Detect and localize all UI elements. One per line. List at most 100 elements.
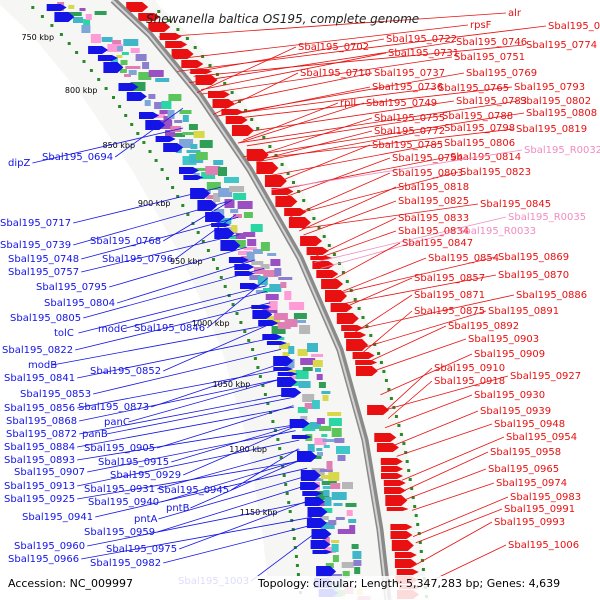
feature-block bbox=[320, 522, 335, 529]
tick-dot bbox=[382, 370, 386, 373]
gene-label-Sbal195_0886: Sbal195_0886 bbox=[516, 290, 587, 301]
forward-gene bbox=[394, 552, 417, 558]
kbp-tick-label: 850 kbp bbox=[102, 141, 135, 150]
forward-gene bbox=[374, 433, 397, 442]
tick-dot bbox=[185, 37, 189, 40]
feature-block bbox=[342, 571, 350, 578]
reverse-gene bbox=[126, 92, 147, 101]
tick-dot bbox=[262, 136, 266, 139]
gene-label-Sbal195_0974: Sbal195_0974 bbox=[496, 478, 567, 489]
feature-block bbox=[67, 12, 82, 16]
gene-label-Sbal195_0875: Sbal195_0875 bbox=[414, 306, 485, 317]
tick-dot bbox=[97, 78, 101, 81]
right-leader-line bbox=[196, 46, 297, 94]
tick-dot bbox=[394, 415, 398, 418]
reverse-gene bbox=[139, 112, 159, 119]
left-leader-line bbox=[87, 501, 308, 547]
tick-dot bbox=[118, 105, 122, 108]
tick-dot bbox=[399, 433, 403, 436]
forward-gene bbox=[386, 507, 409, 511]
gene-label-Sbal195_0991: Sbal195_0991 bbox=[504, 504, 575, 515]
gene-label-Sbal195_0845: Sbal195_0845 bbox=[480, 199, 551, 210]
tick-dot bbox=[410, 487, 414, 490]
feature-block bbox=[345, 503, 357, 507]
left-leader-line bbox=[183, 424, 299, 476]
feature-block bbox=[342, 482, 353, 489]
left-leader-line bbox=[77, 460, 302, 500]
right-leader-line bbox=[314, 216, 507, 263]
tick-dot bbox=[282, 474, 286, 477]
right-leader-line bbox=[415, 508, 503, 544]
feature-block bbox=[135, 54, 147, 61]
feature-block bbox=[315, 491, 330, 500]
feature-block bbox=[81, 25, 91, 33]
feature-block bbox=[276, 337, 285, 340]
feature-block bbox=[271, 326, 286, 334]
feature-block bbox=[206, 182, 221, 190]
left-leader-line bbox=[52, 323, 278, 366]
feature-block bbox=[289, 376, 301, 379]
right-leader-line bbox=[290, 172, 391, 218]
feature-block bbox=[231, 225, 238, 232]
gene-label-Sbal195_0857: Sbal195_0857 bbox=[414, 273, 485, 284]
feature-block bbox=[322, 537, 330, 545]
gene-label-Sbal195_0772: Sbal195_0772 bbox=[374, 126, 445, 137]
forward-gene bbox=[336, 313, 359, 324]
gene-label-Sbal195_0722: Sbal195_0722 bbox=[386, 34, 457, 45]
gene-label-Sbal195_0717: Sbal195_0717 bbox=[0, 218, 71, 229]
tick-dot bbox=[176, 195, 180, 198]
feature-block bbox=[148, 70, 164, 77]
feature-block bbox=[319, 469, 333, 472]
gene-label-Sbal195_0913: Sbal195_0913 bbox=[4, 481, 75, 492]
right-leader-line bbox=[411, 482, 495, 511]
feature-block bbox=[168, 94, 182, 101]
left-leader-line bbox=[77, 439, 300, 487]
right-leader-line bbox=[189, 38, 385, 74]
feature-block bbox=[195, 152, 208, 160]
feature-block bbox=[354, 567, 361, 574]
feature-block bbox=[206, 195, 215, 199]
reverse-gene bbox=[281, 388, 302, 397]
gene-label-tolC: tolC bbox=[54, 328, 74, 339]
gene-label-Sbal195_1006: Sbal195_1006 bbox=[508, 540, 579, 551]
left-leader-line bbox=[87, 430, 296, 473]
tick-dot bbox=[171, 186, 175, 189]
tick-dot bbox=[67, 42, 71, 45]
tick-dot bbox=[230, 91, 234, 94]
gene-label-Sbal195_0731: Sbal195_0731 bbox=[388, 48, 459, 59]
right-leader-line bbox=[381, 375, 509, 412]
feature-block bbox=[290, 381, 301, 386]
feature-block bbox=[79, 8, 86, 11]
tick-dot bbox=[258, 375, 262, 378]
gene-label-Sbal195_R0033: Sbal195_R0033 bbox=[458, 226, 536, 237]
right-leader-line bbox=[401, 436, 505, 481]
reverse-gene bbox=[155, 136, 176, 142]
gene-label-Sbal195_0927: Sbal195_0927 bbox=[510, 371, 581, 382]
feature-block bbox=[349, 525, 356, 534]
feature-block bbox=[277, 322, 291, 329]
tick-dot bbox=[287, 501, 291, 504]
forward-gene bbox=[390, 524, 413, 530]
right-leader-line bbox=[265, 142, 443, 177]
forward-gene bbox=[316, 270, 339, 278]
feature-block bbox=[297, 349, 308, 356]
tick-dot bbox=[307, 208, 311, 211]
feature-block bbox=[107, 44, 123, 52]
left-leader-line bbox=[179, 499, 311, 550]
reverse-gene bbox=[46, 4, 67, 11]
feature-block bbox=[130, 82, 146, 91]
feature-block bbox=[249, 275, 261, 280]
gene-label-Sbal195_0694: Sbal195_0694 bbox=[42, 152, 113, 163]
reverse-gene bbox=[88, 46, 109, 54]
left-leader-line bbox=[83, 268, 265, 319]
gene-label-Sbal195_0958: Sbal195_0958 bbox=[490, 447, 561, 458]
forward-gene bbox=[148, 22, 171, 32]
gene-label-Sbal195_0793: Sbal195_0793 bbox=[514, 82, 585, 93]
left-leader-line bbox=[75, 302, 271, 351]
right-leader-line bbox=[411, 521, 493, 568]
feature-block bbox=[312, 360, 323, 367]
tick-dot bbox=[239, 321, 243, 324]
gene-label-Sbal195_R0035: Sbal195_R0035 bbox=[508, 212, 586, 223]
gene-label-Sbal195_0931: Sbal195_0931 bbox=[84, 484, 155, 495]
tick-dot bbox=[357, 307, 361, 310]
